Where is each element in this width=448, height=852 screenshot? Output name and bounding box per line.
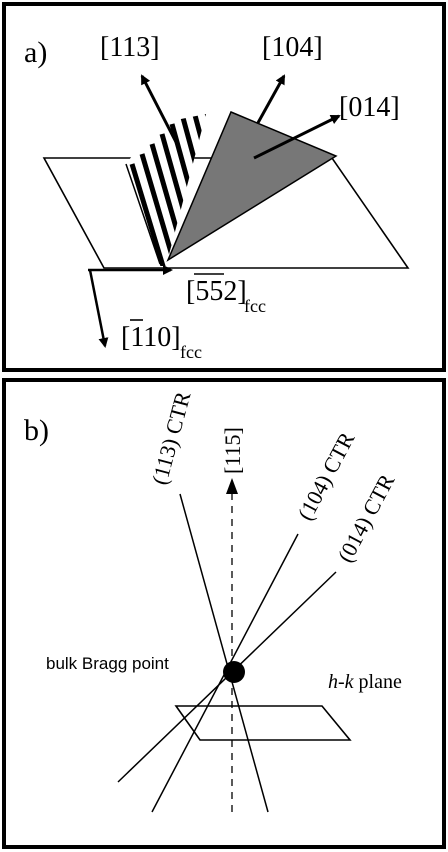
arrow-110 xyxy=(88,269,109,348)
label-ctr-113: (113) CTR xyxy=(147,389,196,488)
bragg-point-dot xyxy=(223,661,245,683)
label-ctr-014: (014) CTR xyxy=(332,470,399,567)
label-ctr-104: (104) CTR xyxy=(292,428,359,525)
label-014: [014] xyxy=(339,92,400,123)
ctr-113-rod xyxy=(179,493,269,813)
hk-plane-label: h-k plane xyxy=(328,671,402,693)
label-115: [115] xyxy=(220,427,245,474)
panel-b: b) bulk Bragg point (113) CTR [115] (104… xyxy=(2,378,446,849)
panel-a: a) [113] xyxy=(2,2,446,372)
label-110-fcc: [110] fcc xyxy=(121,319,202,362)
svg-text:[552]: [552] xyxy=(186,276,247,307)
subscript-fcc-110: fcc xyxy=(180,342,202,362)
bragg-point-label: bulk Bragg point xyxy=(46,654,169,673)
overlined-digits: 55 xyxy=(195,276,223,307)
svg-text:[110]: [110] xyxy=(121,322,181,353)
arrow-104 xyxy=(252,74,286,131)
subscript-fcc-552: fcc xyxy=(244,296,266,316)
label-552-fcc: [552] fcc xyxy=(186,273,266,316)
axis-115-arrowhead xyxy=(226,478,238,494)
hk-plane xyxy=(174,705,352,741)
panel-b-label: b) xyxy=(24,414,49,447)
arrow-113 xyxy=(140,74,180,147)
overlined-digit: 1 xyxy=(130,322,143,353)
panel-a-diagram: a) [113] xyxy=(24,32,410,362)
panel-a-label: a) xyxy=(24,36,47,69)
grey-facet xyxy=(166,111,338,262)
label-104: [104] xyxy=(262,32,323,63)
arrow-014 xyxy=(253,114,341,160)
panel-b-diagram: b) bulk Bragg point (113) CTR [115] (104… xyxy=(24,389,402,813)
label-113: [113] xyxy=(100,32,160,63)
